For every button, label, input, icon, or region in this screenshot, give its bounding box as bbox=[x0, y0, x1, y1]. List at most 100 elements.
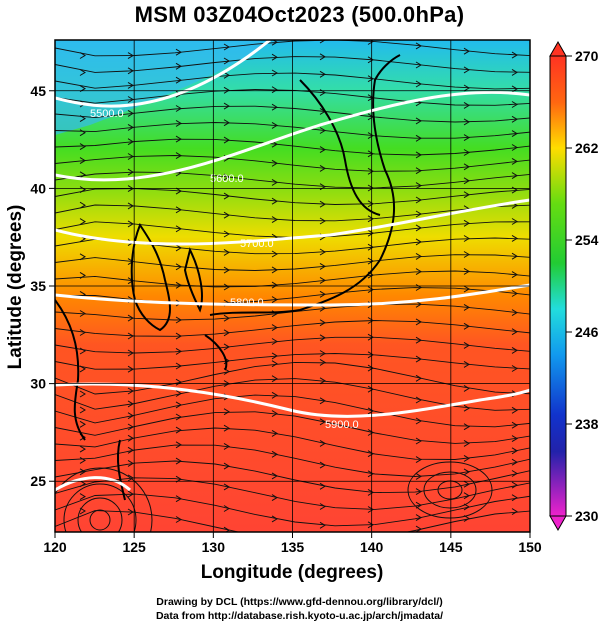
streamline-arrow bbox=[175, 316, 182, 324]
streamline-arrow bbox=[511, 365, 518, 372]
streamline-arrow bbox=[415, 284, 422, 291]
streamline-arrow bbox=[463, 149, 470, 156]
x-tick-label-125: 125 bbox=[122, 539, 146, 555]
streamline-arrow bbox=[79, 271, 86, 279]
streamline bbox=[55, 56, 530, 73]
streamline-arrow bbox=[127, 412, 134, 420]
x-tick-label-150: 150 bbox=[518, 539, 542, 555]
contour-label-5500: 5500.0 bbox=[90, 108, 124, 120]
streamline-arrow bbox=[271, 391, 278, 399]
streamline-arrow bbox=[127, 123, 134, 131]
streamline bbox=[55, 411, 530, 444]
colorbar-label-262: 262 bbox=[575, 140, 599, 156]
streamline-arrow bbox=[367, 286, 374, 294]
streamline-arrow bbox=[223, 266, 230, 274]
streamline bbox=[55, 171, 530, 189]
streamline-arrow bbox=[463, 439, 470, 447]
y-tick-label-40: 40 bbox=[30, 180, 46, 196]
streamline-arrow bbox=[511, 68, 518, 76]
streamline-arrow bbox=[127, 153, 134, 160]
credit-data-source: Data from http://database.rish.kyoto-u.a… bbox=[155, 610, 444, 622]
streamline-arrow bbox=[415, 514, 422, 522]
streamline-arrow bbox=[175, 347, 182, 355]
streamline-arrow bbox=[415, 525, 422, 532]
streamline-arrow bbox=[367, 521, 374, 529]
streamline-arrow bbox=[127, 365, 134, 373]
streamline-arrow bbox=[367, 75, 374, 83]
streamline-arrow bbox=[223, 483, 230, 491]
streamline-arrow bbox=[175, 48, 182, 56]
streamline-arrow bbox=[271, 86, 278, 94]
streamline bbox=[55, 460, 530, 494]
streamline-arrow bbox=[319, 70, 326, 78]
streamline-arrow bbox=[127, 490, 134, 498]
streamline-arrow bbox=[175, 457, 182, 465]
streamline-arrow bbox=[463, 341, 470, 349]
streamline bbox=[55, 493, 530, 527]
streamline-arrow bbox=[415, 437, 422, 445]
streamline-arrow bbox=[463, 134, 470, 142]
x-axis-label: Longitude (degrees) bbox=[201, 562, 384, 583]
streamline-arrow bbox=[320, 540, 325, 546]
streamline-arrow bbox=[463, 492, 470, 500]
streamline-arrow bbox=[511, 346, 518, 354]
streamline-arrow bbox=[463, 503, 470, 511]
streamline-arrow bbox=[271, 515, 278, 523]
streamline-arrow bbox=[511, 115, 518, 123]
x-tick-label-120: 120 bbox=[43, 539, 67, 555]
streamline-arrow bbox=[511, 447, 518, 455]
streamline-arrow bbox=[511, 290, 518, 297]
streamline-arrow bbox=[79, 186, 86, 194]
streamline-arrow bbox=[127, 474, 134, 482]
streamline-arrow bbox=[319, 397, 326, 405]
colorbar: 270 262 254 246 238 230 bbox=[549, 40, 599, 532]
streamline-arrow bbox=[127, 423, 134, 431]
streamline-arrow bbox=[79, 310, 86, 317]
streamline-arrow bbox=[271, 53, 278, 61]
streamline-arrow bbox=[319, 377, 326, 385]
chart-title: MSM 03Z04Oct2023 (500.0hPa) bbox=[134, 2, 465, 27]
streamline-arrow bbox=[415, 210, 422, 218]
streamline-arrow bbox=[271, 159, 278, 167]
colorbar-label-254: 254 bbox=[575, 232, 599, 248]
streamline-arrow bbox=[415, 117, 422, 125]
streamline-arrow bbox=[415, 336, 422, 344]
colorbar-top-arrow bbox=[549, 40, 567, 57]
streamline-arrow bbox=[223, 136, 230, 144]
streamline-arrow bbox=[127, 220, 134, 228]
streamline-arrow bbox=[319, 200, 326, 208]
streamline bbox=[55, 427, 530, 460]
streamline-arrow bbox=[127, 67, 134, 75]
streamline-arrow bbox=[463, 423, 470, 431]
streamline-arrow bbox=[127, 446, 134, 454]
streamline-arrow bbox=[415, 417, 422, 425]
streamline-arrow bbox=[415, 374, 422, 382]
streamline-arrow bbox=[223, 248, 230, 256]
streamline-arrow bbox=[511, 309, 518, 317]
streamline-arrow bbox=[223, 283, 230, 291]
streamline-arrow bbox=[271, 197, 278, 205]
streamline-arrow bbox=[127, 508, 134, 516]
colorbar-bottom-arrow bbox=[549, 515, 567, 532]
streamline-arrow bbox=[223, 329, 230, 337]
streamline-arrow bbox=[271, 178, 278, 186]
streamline-arrow bbox=[367, 317, 374, 324]
streamline-arrow bbox=[415, 61, 422, 69]
streamline-arrow bbox=[79, 115, 86, 123]
streamline-arrow bbox=[223, 119, 230, 127]
streamline-arrow bbox=[463, 251, 470, 258]
streamline bbox=[55, 40, 530, 57]
streamline-arrow bbox=[127, 349, 134, 357]
streamline-arrow bbox=[415, 167, 422, 175]
colorbar-scale bbox=[549, 55, 567, 517]
streamline bbox=[55, 204, 530, 222]
streamline-arrow bbox=[271, 324, 278, 332]
streamline-arrow bbox=[367, 150, 374, 158]
streamline-arrow bbox=[175, 390, 182, 397]
streamline-arrow bbox=[79, 406, 86, 414]
streamline-arrow bbox=[271, 69, 278, 77]
cold-air-region bbox=[55, 40, 270, 135]
streamline-arrow bbox=[175, 152, 182, 160]
streamline-arrow bbox=[223, 71, 230, 79]
